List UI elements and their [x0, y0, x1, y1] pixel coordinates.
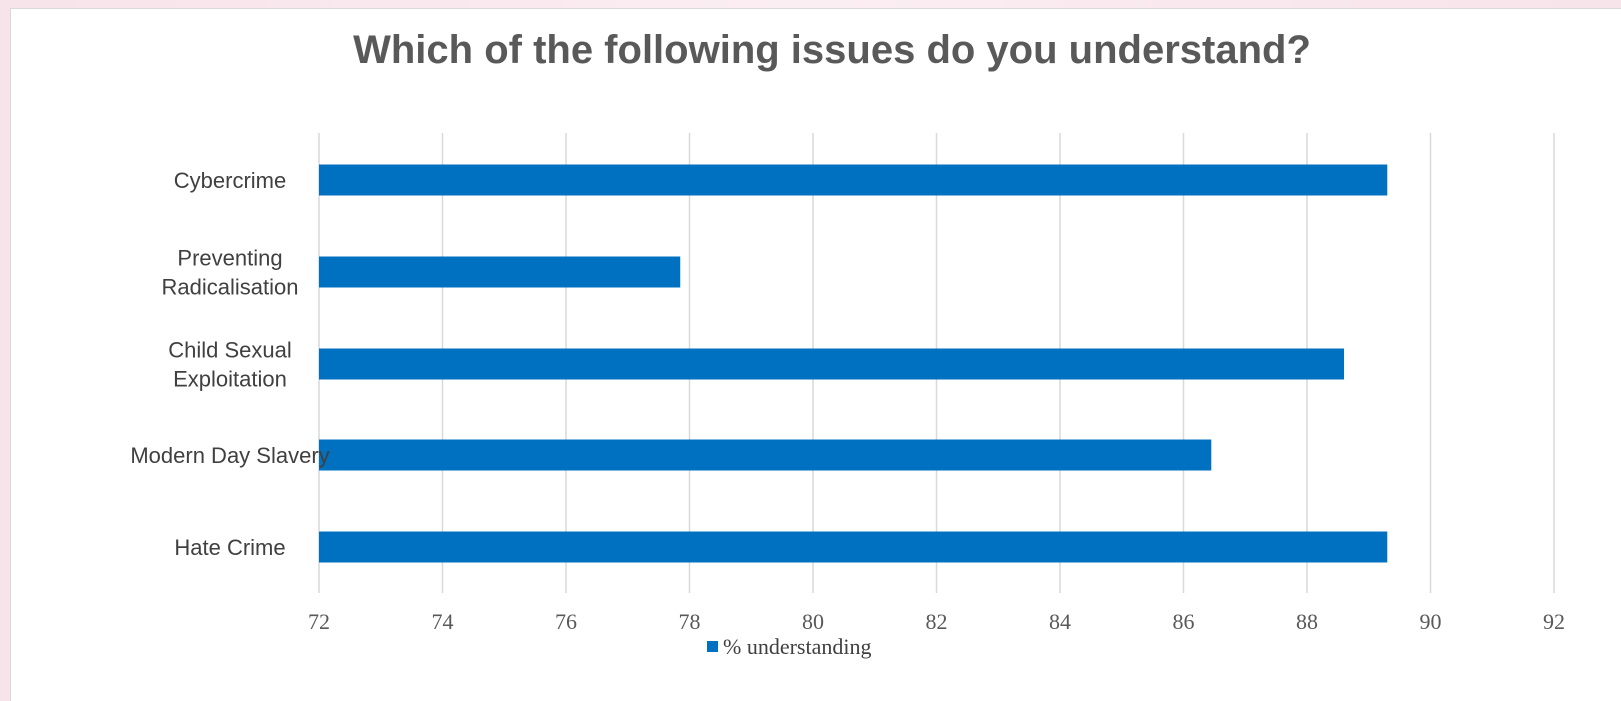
legend-swatch: [707, 641, 718, 652]
legend: % understanding: [707, 634, 871, 659]
bar: [319, 439, 1212, 471]
bar: [319, 348, 1345, 380]
legend-label: % understanding: [723, 634, 871, 659]
category-label: Radicalisation: [162, 275, 299, 300]
category-label: Exploitation: [173, 367, 287, 392]
bar: [319, 164, 1388, 196]
x-tick-label: 78: [679, 609, 701, 634]
x-axis-tick-labels: 72 74 76 78 80 82 84 86 88 90 92: [308, 609, 1565, 634]
category-labels: Cybercrime Preventing Radicalisation Child …: [130, 168, 329, 560]
category-label: Preventing: [177, 246, 282, 271]
chart-title: Which of the following issues do you und…: [353, 28, 1311, 72]
x-tick-label: 74: [432, 609, 454, 634]
x-tick-label: 76: [555, 609, 577, 634]
x-tick-label: 92: [1543, 609, 1565, 634]
category-label: Child Sexual: [168, 338, 292, 363]
x-tick-label: 82: [926, 609, 948, 634]
x-tick-label: 90: [1420, 609, 1442, 634]
x-tick-label: 84: [1049, 609, 1071, 634]
x-tick-label: 72: [308, 609, 330, 634]
x-tick-label: 80: [802, 609, 824, 634]
bar: [319, 256, 681, 288]
category-label: Hate Crime: [174, 535, 285, 560]
category-label: Cybercrime: [174, 168, 286, 193]
bars: [319, 164, 1388, 563]
bar: [319, 531, 1388, 563]
x-tick-label: 88: [1296, 609, 1318, 634]
x-tick-label: 86: [1173, 609, 1195, 634]
category-label: Modern Day Slavery: [130, 443, 329, 468]
